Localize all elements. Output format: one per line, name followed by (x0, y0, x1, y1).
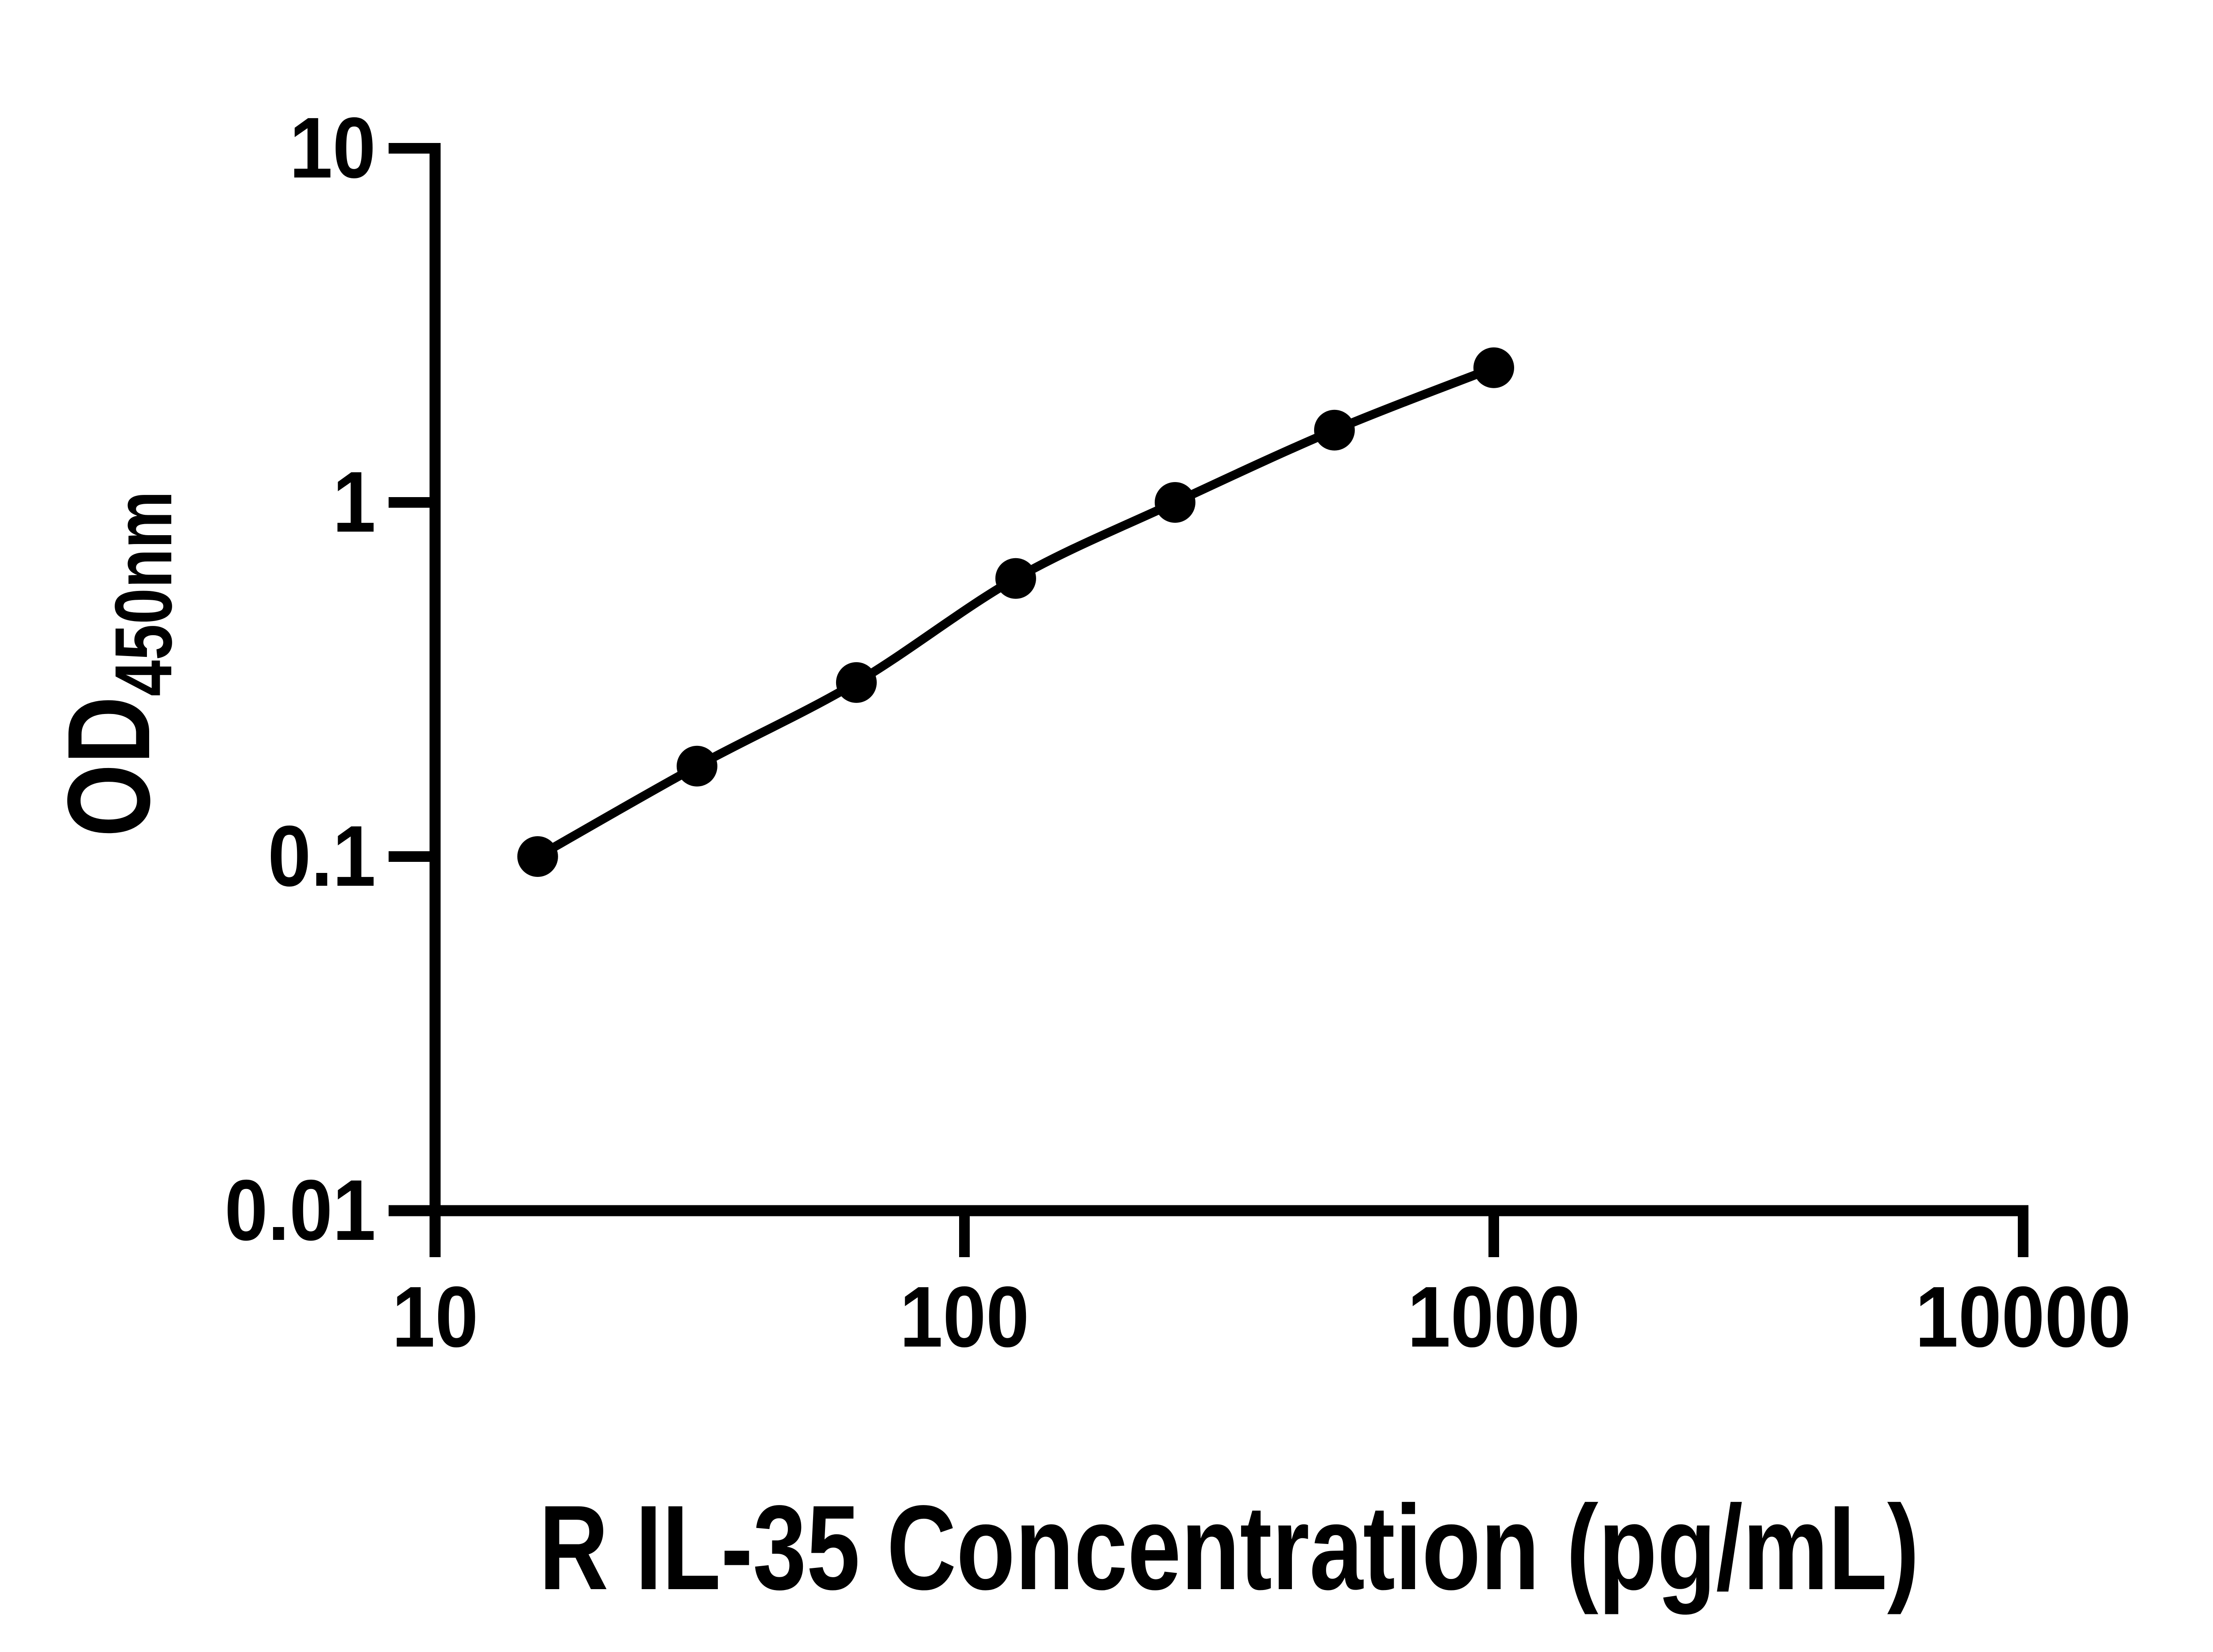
x-tick-label-100: 100 (900, 1269, 1029, 1365)
y-tick-label-0.1: 0.1 (268, 808, 376, 904)
data-point-marker-500pg (1314, 409, 1355, 451)
x-tick-label-10000: 10000 (1915, 1269, 2131, 1365)
data-point-marker-125pg (995, 558, 1036, 599)
y-axis-title-main: OD (43, 696, 174, 837)
data-point-marker-250pg (1154, 482, 1195, 523)
y-tick-label-0.01: 0.01 (224, 1162, 376, 1258)
plot-layer (517, 347, 1514, 877)
data-point-marker-62.5pg (836, 662, 877, 703)
data-point-marker-1000pg (1473, 347, 1514, 388)
x-axis-tick-labels: 10 100 1000 10000 (392, 1269, 2131, 1365)
x-tick-label-10: 10 (392, 1269, 478, 1365)
data-point-marker-15.625pg (517, 836, 558, 877)
data-point-marker-31.25pg (676, 745, 717, 787)
x-tick-label-1000: 1000 (1407, 1269, 1580, 1365)
x-axis-title: R IL-35 Concentration (pg/mL) (539, 1481, 1920, 1615)
y-tick-label-10: 10 (289, 100, 376, 196)
y-tick-label-1: 1 (332, 454, 376, 550)
y-axis-title: OD450nm (43, 491, 189, 837)
axes-layer (389, 143, 2028, 1257)
y-axis-tick-labels: 10 1 0.1 0.01 (224, 100, 376, 1258)
y-axis-title-subscript: 450nm (98, 491, 189, 696)
